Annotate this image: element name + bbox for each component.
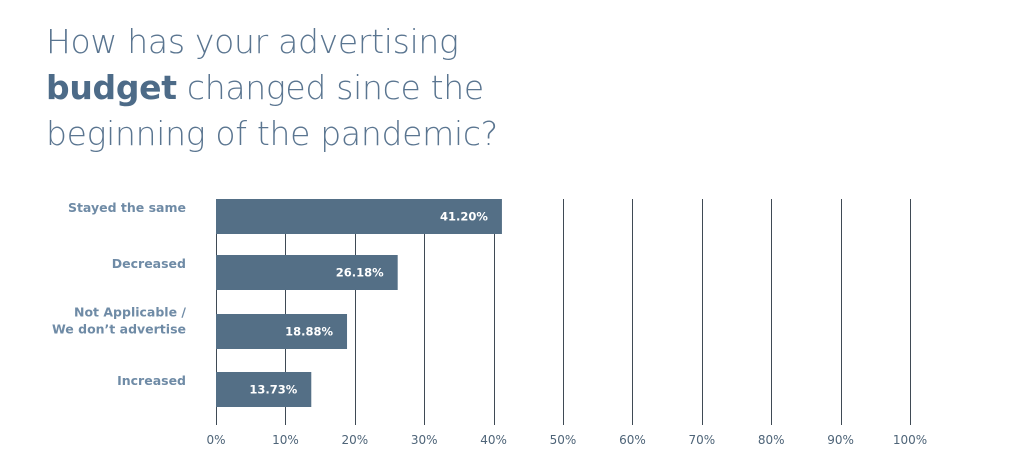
x-tick-label: 20% (341, 433, 368, 447)
title-line-2: budget changed since the (46, 65, 606, 111)
x-tick-label: 100% (893, 433, 927, 447)
bar (216, 372, 312, 407)
title-line-2-rest: changed since the (176, 68, 484, 107)
category-label: Increased (117, 373, 186, 388)
x-tick-label: 0% (206, 433, 225, 447)
x-tick-label: 30% (411, 433, 438, 447)
data-label: 26.18% (336, 266, 384, 280)
bar (216, 255, 398, 290)
title-line-3: beginning of the pandemic? (46, 114, 498, 153)
data-label: 13.73% (249, 383, 297, 397)
data-label: 18.88% (285, 325, 333, 339)
x-tick-label: 60% (619, 433, 646, 447)
x-tick-label: 70% (688, 433, 715, 447)
category-label: Decreased (112, 256, 186, 271)
title-line-1: How has your advertising (46, 22, 459, 61)
x-tick-label: 50% (550, 433, 577, 447)
data-label: 41.20% (440, 210, 488, 224)
category-label: We don’t advertise (52, 322, 186, 337)
category-label: Not Applicable / (74, 305, 186, 320)
x-tick-label: 10% (272, 433, 299, 447)
title-emphasis: budget (46, 68, 177, 107)
x-tick-label: 80% (758, 433, 785, 447)
chart-title: How has your advertising budget changed … (46, 19, 606, 157)
bar (216, 199, 502, 234)
category-label: Stayed the same (68, 200, 186, 215)
x-tick-label: 40% (480, 433, 507, 447)
bar (216, 314, 348, 349)
x-tick-label: 90% (827, 433, 854, 447)
